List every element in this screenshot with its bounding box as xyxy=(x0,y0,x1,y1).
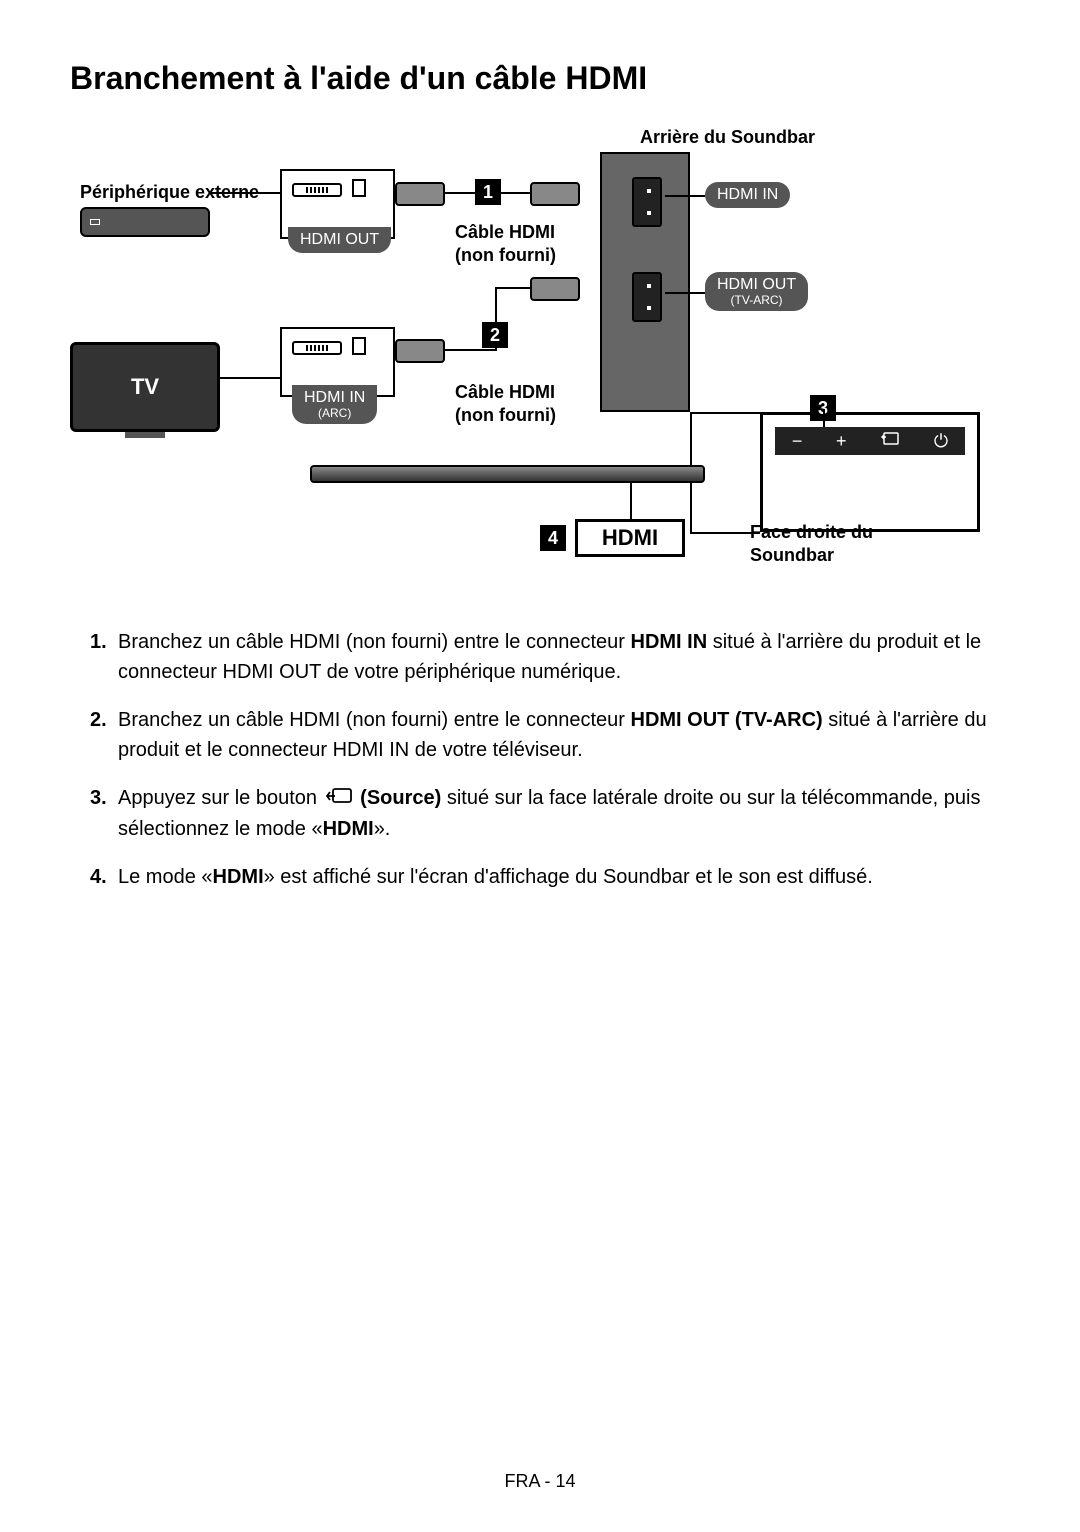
external-device xyxy=(80,207,210,237)
step1-text-a: Branchez un câble HDMI (non fourni) entr… xyxy=(118,631,631,653)
hdmi-in-arc-line2: (ARC) xyxy=(304,407,365,420)
hdmi-plug-1b xyxy=(530,182,580,206)
step-4: Le mode «HDMI» est affiché sur l'écran d… xyxy=(90,862,1010,892)
right-side-label-2: Soundbar xyxy=(750,545,834,566)
hdmi-in-badge: HDMI IN xyxy=(705,182,790,208)
rear-soundbar-label: Arrière du Soundbar xyxy=(640,127,815,148)
instruction-list: Branchez un câble HDMI (non fourni) entr… xyxy=(70,627,1010,892)
page-title: Branchement à l'aide d'un câble HDMI xyxy=(70,60,1010,97)
step4-text-a: Le mode « xyxy=(118,866,213,888)
step3-text-a: Appuyez sur le bouton xyxy=(118,787,323,809)
hdmi-out-badge-line1: HDMI OUT xyxy=(717,276,796,293)
step2-bold: HDMI OUT (TV-ARC) xyxy=(631,709,823,731)
cable1-label-2: (non fourni) xyxy=(455,245,556,266)
hdmi-in-port xyxy=(632,177,662,227)
hdmi-out-label: HDMI OUT xyxy=(288,227,391,253)
right-side-label-1: Face droite du xyxy=(750,522,873,543)
step2-text-a: Branchez un câble HDMI (non fourni) entr… xyxy=(118,709,631,731)
step-3: Appuyez sur le bouton (Source) situé sur… xyxy=(90,783,1010,844)
connection-diagram: Arrière du Soundbar HDMI IN HDMI OUT (TV… xyxy=(70,127,1010,597)
hdmi-plug-1a xyxy=(395,182,445,206)
cable2-label-1: Câble HDMI xyxy=(455,382,555,403)
vol-up-icon: + xyxy=(836,431,847,452)
vol-down-icon: − xyxy=(792,431,803,452)
page-footer: FRA - 14 xyxy=(0,1471,1080,1492)
control-strip: − + ⏻ xyxy=(775,427,965,455)
step-badge-1: 1 xyxy=(475,179,501,205)
hdmi-in-arc-label: HDMI IN (ARC) xyxy=(292,385,377,424)
soundbar-front xyxy=(310,465,705,483)
hdmi-plug-2a xyxy=(395,339,445,363)
cable1-label-1: Câble HDMI xyxy=(455,222,555,243)
hdmi-out-tvarc-badge: HDMI OUT (TV-ARC) xyxy=(705,272,808,311)
step3-bold-hdmi: HDMI xyxy=(323,818,374,840)
hdmi-out-port xyxy=(632,272,662,322)
step-1: Branchez un câble HDMI (non fourni) entr… xyxy=(90,627,1010,687)
hdmi-out-badge-line2: (TV-ARC) xyxy=(717,294,796,307)
power-icon: ⏻ xyxy=(934,431,948,452)
source-inline-icon xyxy=(325,784,353,814)
tv-device: TV xyxy=(70,342,220,432)
source-icon xyxy=(880,431,900,452)
step4-text-c: » est affiché sur l'écran d'affichage du… xyxy=(264,866,873,888)
step1-bold: HDMI IN xyxy=(631,631,708,653)
step-badge-4: 4 xyxy=(540,525,566,551)
hdmi-in-arc-line1: HDMI IN xyxy=(304,389,365,406)
step-2: Branchez un câble HDMI (non fourni) entr… xyxy=(90,705,1010,765)
cable2-label-2: (non fourni) xyxy=(455,405,556,426)
soundbar-display: HDMI xyxy=(575,519,685,557)
step3-text-e: ». xyxy=(374,818,391,840)
hdmi-plug-2b xyxy=(530,277,580,301)
step4-bold: HDMI xyxy=(213,866,264,888)
step3-bold-source: (Source) xyxy=(360,787,441,809)
step-badge-2: 2 xyxy=(482,322,508,348)
tv-stand xyxy=(125,432,165,438)
